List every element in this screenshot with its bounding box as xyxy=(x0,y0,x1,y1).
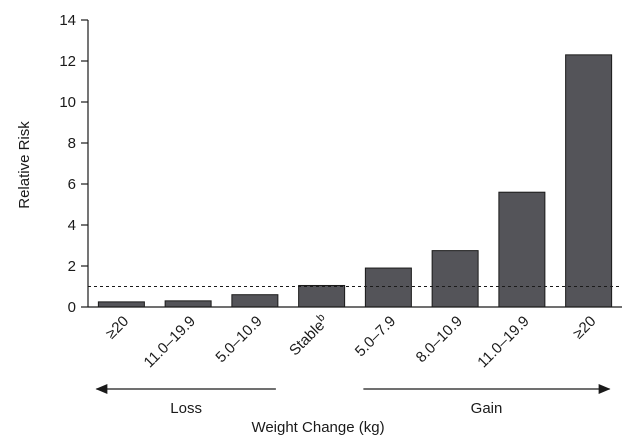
bar xyxy=(498,191,546,308)
y-tick-label: 14 xyxy=(59,12,76,29)
x-tick-label-text: 5.0–7.9 xyxy=(352,313,399,360)
bars xyxy=(97,54,613,308)
y-tick-label: 12 xyxy=(59,53,76,70)
y-tick-label: 10 xyxy=(59,94,76,111)
x-tick-label: ≥20 xyxy=(103,313,133,343)
x-tick-label: 5.0–10.9 xyxy=(212,313,265,366)
bar xyxy=(431,250,479,308)
y-axis: 0 2 4 6 8 10 12 14 xyxy=(59,12,89,316)
x-tick-label-text: 11.0–19.9 xyxy=(474,313,532,371)
x-tick-label: 11.0–19.9 xyxy=(474,313,532,371)
x-axis: ≥20 11.0–19.9 5.0–10.9 Stableb 5.0–7.9 8.0–10… xyxy=(88,306,622,371)
group-label: Gain xyxy=(471,400,503,417)
bar xyxy=(298,284,346,308)
y-axis-label: Relative Risk xyxy=(16,121,33,209)
y-tick-label: 2 xyxy=(68,258,76,275)
y-tick-label: 6 xyxy=(68,176,76,193)
y-tick-label: 4 xyxy=(68,217,76,234)
bar xyxy=(231,294,279,308)
x-tick-label: ≥20 xyxy=(570,313,600,343)
x-tick-label-text: 8.0–10.9 xyxy=(413,313,466,366)
x-tick-label: 11.0–19.9 xyxy=(141,313,199,371)
group-label: Loss xyxy=(170,400,202,417)
x-tick-label: 5.0–7.9 xyxy=(352,313,399,360)
x-tick-label-text: 11.0–19.9 xyxy=(141,313,199,371)
x-tick-label-text: ≥20 xyxy=(103,313,133,343)
bar xyxy=(364,267,412,308)
y-tick-label: 8 xyxy=(68,135,76,152)
x-tick-label: 8.0–10.9 xyxy=(413,313,466,366)
x-axis-label: Weight Change (kg) xyxy=(251,419,384,436)
bar xyxy=(565,54,613,308)
x-tick-label-text: ≥20 xyxy=(570,313,600,343)
x-tick-label-text: 5.0–10.9 xyxy=(212,313,265,366)
bar xyxy=(97,301,145,308)
group-arrows: Loss Gain xyxy=(95,384,611,417)
bar xyxy=(164,300,212,308)
y-tick-label: 0 xyxy=(68,299,76,316)
x-tick-label: Stableb xyxy=(285,311,333,359)
